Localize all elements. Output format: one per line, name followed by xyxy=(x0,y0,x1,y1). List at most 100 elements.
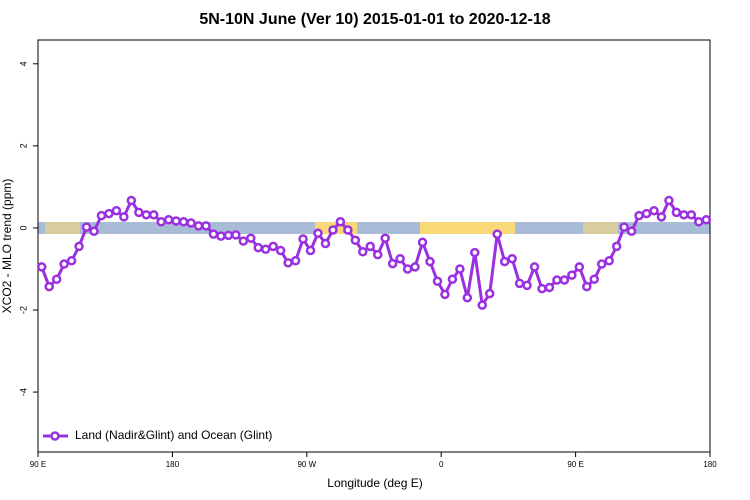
point xyxy=(462,292,473,303)
point xyxy=(417,237,428,248)
point xyxy=(111,205,122,216)
point xyxy=(96,210,107,221)
point xyxy=(238,236,249,246)
point xyxy=(552,275,562,285)
point xyxy=(275,245,286,256)
point xyxy=(186,218,196,228)
point xyxy=(432,276,443,287)
point xyxy=(343,225,353,235)
point xyxy=(328,225,338,235)
point xyxy=(484,288,495,299)
point xyxy=(201,221,211,231)
point xyxy=(611,241,622,252)
point xyxy=(178,217,189,227)
point xyxy=(656,212,667,222)
point xyxy=(335,217,346,227)
point xyxy=(119,212,129,222)
point xyxy=(141,210,152,220)
x-tick-label: 90 E xyxy=(30,460,46,469)
point xyxy=(283,258,293,268)
point xyxy=(380,233,390,243)
point xyxy=(59,259,69,269)
land-band xyxy=(583,222,618,234)
point xyxy=(216,231,226,241)
point xyxy=(74,241,84,252)
point xyxy=(619,222,629,232)
point xyxy=(387,258,398,269)
point xyxy=(499,256,510,267)
point xyxy=(171,216,181,226)
point xyxy=(223,230,234,241)
y-tick-label: 4 xyxy=(18,61,28,66)
point xyxy=(163,214,174,225)
y-tick-label: -4 xyxy=(18,388,28,396)
point xyxy=(671,207,682,218)
x-tick-label: 180 xyxy=(166,460,180,469)
point xyxy=(246,233,256,243)
point xyxy=(104,208,114,219)
x-tick-label: 90 W xyxy=(297,460,316,469)
point xyxy=(492,229,502,239)
point xyxy=(126,195,137,206)
point xyxy=(365,241,376,252)
point xyxy=(36,262,47,272)
point xyxy=(51,274,62,284)
point xyxy=(156,217,166,227)
point xyxy=(470,247,480,258)
land-band xyxy=(45,222,80,234)
point xyxy=(89,226,99,236)
point xyxy=(350,235,361,246)
point xyxy=(641,208,652,219)
point xyxy=(559,275,570,285)
y-tick-label: 2 xyxy=(18,143,28,148)
point xyxy=(208,229,219,239)
y-tick-label: -2 xyxy=(18,306,28,314)
point xyxy=(440,289,450,300)
legend-label: Land (Nadir&Glint) and Ocean (Glint) xyxy=(75,428,272,442)
point xyxy=(425,256,435,267)
point xyxy=(372,249,383,260)
point xyxy=(522,280,532,291)
point xyxy=(604,256,614,266)
point xyxy=(679,210,689,220)
chart-title: 5N-10N June (Ver 10) 2015-01-01 to 2020-… xyxy=(199,11,550,28)
point xyxy=(410,262,420,272)
point xyxy=(544,282,555,293)
point xyxy=(567,270,577,280)
point xyxy=(589,274,600,284)
y-axis-label: XCO2 - MLO trend (ppm) xyxy=(0,179,14,314)
point xyxy=(574,262,585,272)
point xyxy=(260,244,271,255)
point xyxy=(507,253,517,264)
point xyxy=(514,278,525,289)
legend-marker xyxy=(50,431,60,441)
surface-band xyxy=(38,222,710,234)
x-axis-label: Longitude (deg E) xyxy=(327,476,422,490)
point xyxy=(626,226,637,236)
point xyxy=(402,264,413,274)
point xyxy=(305,245,316,256)
point xyxy=(582,281,592,292)
x-tick-label: 90 E xyxy=(567,460,583,469)
point xyxy=(634,210,644,221)
point xyxy=(686,210,697,220)
point xyxy=(231,230,241,240)
point xyxy=(253,242,264,253)
point xyxy=(596,259,607,269)
point xyxy=(447,274,458,284)
point xyxy=(320,238,331,249)
y-tick-label: 0 xyxy=(18,225,28,230)
x-tick-label: 180 xyxy=(703,460,717,469)
point xyxy=(537,283,547,294)
point xyxy=(134,207,144,218)
point xyxy=(268,241,278,252)
point xyxy=(298,234,308,244)
point xyxy=(148,210,159,220)
point xyxy=(455,264,465,274)
point xyxy=(395,253,405,264)
point xyxy=(358,246,368,257)
point xyxy=(649,205,659,216)
point xyxy=(193,221,204,231)
point xyxy=(44,281,54,292)
